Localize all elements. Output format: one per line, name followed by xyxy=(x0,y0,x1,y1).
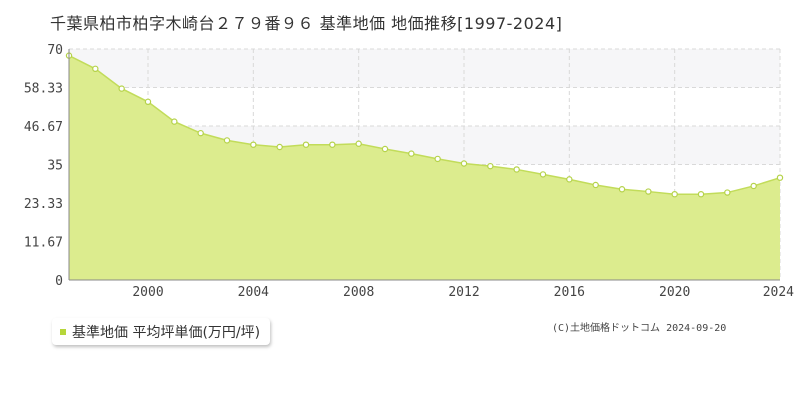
x-tick-labels: 2000 2004 2008 2012 2016 2020 2024 xyxy=(132,285,794,300)
x-tick-label: 2016 xyxy=(554,285,585,300)
legend: 基準地価 平均坪単価(万円/坪) xyxy=(52,318,271,345)
data-point xyxy=(566,176,573,183)
x-tick-label: 2012 xyxy=(448,285,479,300)
data-point xyxy=(434,155,441,163)
data-point xyxy=(276,143,283,151)
data-point xyxy=(618,186,626,193)
x-tick-label: 2004 xyxy=(238,285,269,300)
data-point xyxy=(197,129,204,137)
data-point xyxy=(592,181,599,189)
data-point xyxy=(539,171,547,178)
y-tick-labels: 0 11.67 23.33 35 46.67 58.33 70 xyxy=(24,43,63,289)
data-point xyxy=(671,190,678,198)
data-point xyxy=(92,65,99,73)
y-tick-label: 23.33 xyxy=(24,197,63,212)
data-point xyxy=(408,150,415,157)
data-point xyxy=(118,85,125,92)
points-layer xyxy=(65,52,784,198)
data-point xyxy=(724,189,731,196)
y-tick-label: 0 xyxy=(55,274,63,289)
credit-text: (C)土地価格ドットコム 2024-09-20 xyxy=(552,323,727,334)
axes-layer xyxy=(68,49,780,281)
data-point xyxy=(487,162,494,170)
y-tick-label: 11.67 xyxy=(24,235,63,250)
data-point xyxy=(697,190,705,198)
data-point xyxy=(645,188,652,195)
x-tick-label: 2008 xyxy=(343,285,374,300)
area-layer xyxy=(68,54,781,280)
grid-band xyxy=(69,49,780,88)
x-tick-label: 2024 xyxy=(763,285,794,300)
data-point xyxy=(250,141,257,148)
y-tick-label: 70 xyxy=(47,43,63,58)
data-point xyxy=(302,141,310,148)
data-point xyxy=(513,166,520,173)
data-point xyxy=(329,141,336,148)
data-point xyxy=(381,145,389,153)
data-point xyxy=(460,160,468,167)
y-tick-label: 58.33 xyxy=(24,82,63,97)
data-point xyxy=(223,137,231,144)
chart-title: 千葉県柏市柏字木崎台２７９番９６ 基準地価 地価推移[1997-2024] xyxy=(50,14,563,33)
legend-swatch xyxy=(60,328,66,335)
data-point xyxy=(355,140,362,147)
y-tick-label: 35 xyxy=(47,159,63,174)
x-tick-label: 2020 xyxy=(659,285,690,300)
legend-label: 基準地価 平均坪単価(万円/坪) xyxy=(72,324,261,341)
y-tick-label: 46.67 xyxy=(24,120,63,135)
data-point xyxy=(750,182,757,190)
data-point xyxy=(776,174,784,181)
series-line xyxy=(68,54,781,195)
x-tick-label: 2000 xyxy=(132,285,163,300)
data-point xyxy=(144,98,152,106)
data-point xyxy=(171,118,178,125)
series-area xyxy=(69,55,780,280)
